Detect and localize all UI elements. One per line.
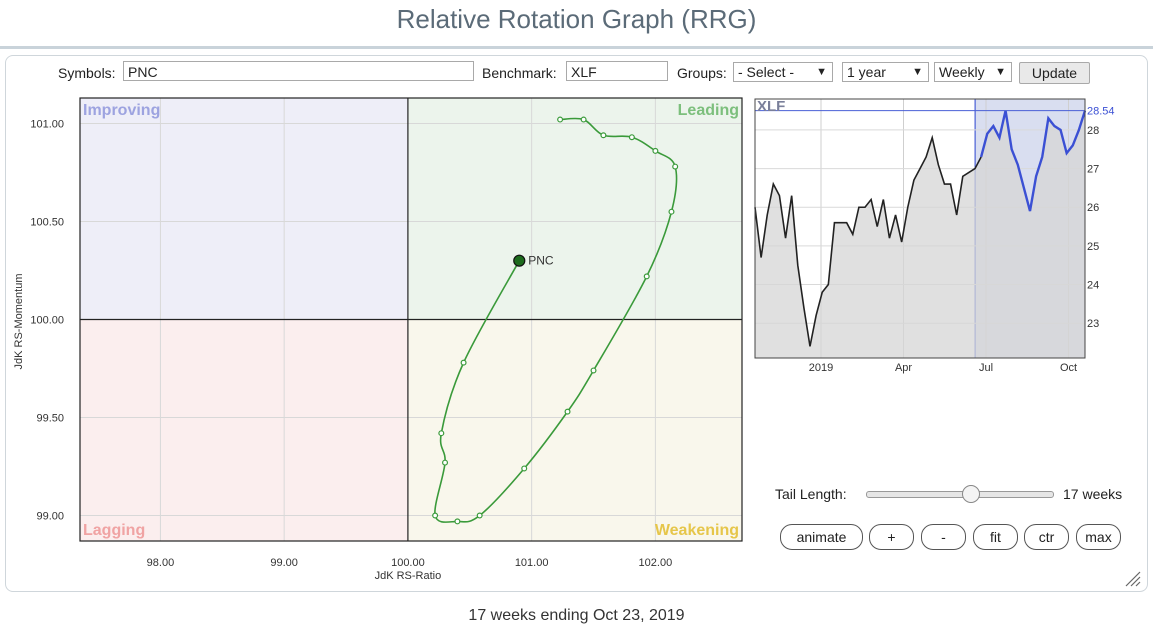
symbols-input[interactable]: PNC (123, 61, 474, 81)
lagging-quadrant (80, 319, 408, 541)
y-tick-label: 101.00 (30, 118, 64, 130)
pnc-series-label: PNC (528, 254, 554, 268)
y-tick-label: 100.50 (30, 216, 64, 228)
x-axis-label: JdK RS-Ratio (375, 570, 442, 582)
pnc-tail-point[interactable] (460, 359, 467, 366)
tail-length-slider[interactable] (866, 491, 1054, 498)
pnc-tail-point[interactable] (668, 208, 675, 215)
x-tick-label: 98.00 (147, 557, 175, 569)
mini-x-tick-label: Jul (979, 362, 993, 374)
pnc-tail-point[interactable] (454, 518, 461, 525)
plot-frame (79, 97, 743, 542)
mini-y-tick-label: 28 (1087, 125, 1099, 137)
chevron-down-icon: ▼ (995, 66, 1006, 78)
period-select[interactable]: 1 year ▼ (842, 62, 929, 82)
lagging-label: Lagging (83, 522, 145, 539)
pnc-tail-point[interactable] (600, 132, 607, 139)
pnc-tail-point[interactable] (643, 273, 650, 280)
pnc-tail-point[interactable] (628, 134, 635, 141)
benchmark-symbol-label: XLF (757, 98, 785, 115)
pnc-tail-point[interactable] (557, 116, 564, 123)
period-select-value: 1 year (847, 64, 886, 80)
pnc-tail-point[interactable] (590, 367, 597, 374)
update-button[interactable]: Update (1019, 62, 1090, 84)
resize-handle-icon[interactable] (1124, 570, 1142, 588)
tail-length-label: Tail Length: (775, 486, 847, 502)
mini-y-tick-label: 25 (1087, 241, 1099, 253)
page-title: Relative Rotation Graph (RRG) (396, 4, 757, 34)
mini-y-tick-label: 26 (1087, 202, 1099, 214)
pnc-tail-point[interactable] (476, 512, 483, 519)
groups-label: Groups: (677, 65, 727, 81)
leading-label: Leading (678, 102, 739, 119)
groups-select-value: - Select - (738, 64, 795, 80)
fit-button[interactable]: fit (973, 524, 1018, 550)
pnc-tail-point[interactable] (580, 116, 587, 123)
zoom-out-button[interactable]: - (921, 524, 966, 550)
pnc-tail-point[interactable] (438, 430, 445, 437)
chevron-down-icon: ▼ (912, 66, 923, 78)
pnc-head-point[interactable] (513, 254, 526, 267)
y-tick-label: 99.00 (36, 511, 64, 523)
tail-length-slider-handle[interactable] (962, 485, 981, 503)
benchmark-label: Benchmark: (482, 65, 557, 81)
x-tick-label: 102.00 (639, 557, 673, 569)
price-line-tail-window (979, 110, 1087, 212)
pnc-tail-point[interactable] (564, 408, 571, 415)
mini-y-tick-label: 23 (1087, 318, 1099, 330)
mini-x-tick-label: Oct (1060, 362, 1077, 374)
tail-length-value: 17 weeks (1063, 486, 1123, 502)
mini-y-tick-label: 24 (1087, 280, 1099, 292)
pnc-tail-point[interactable] (442, 459, 449, 466)
last-value-label: 28.54 (1087, 106, 1115, 118)
pnc-tail-point[interactable] (672, 163, 679, 170)
y-axis-label: JdK RS-Momentum (13, 274, 25, 370)
x-tick-label: 101.00 (515, 557, 549, 569)
mini-y-tick-label: 27 (1087, 164, 1099, 176)
period-caption: 17 weeks ending Oct 23, 2019 (468, 607, 685, 624)
mini-x-tick-label: 2019 (809, 362, 833, 374)
title-divider (0, 46, 1153, 49)
mini-x-tick-label: Apr (895, 362, 912, 374)
price-area (755, 110, 1085, 358)
x-tick-label: 100.00 (391, 557, 425, 569)
weakening-label: Weakening (655, 522, 739, 539)
groups-select[interactable]: - Select - ▼ (733, 62, 833, 82)
y-tick-label: 100.00 (30, 315, 64, 327)
frequency-select[interactable]: Weekly ▼ (934, 62, 1012, 82)
chevron-down-icon: ▼ (816, 66, 827, 78)
improving-quadrant (80, 98, 408, 320)
mini-chart-frame (754, 98, 1086, 359)
frequency-select-value: Weekly (939, 64, 985, 80)
improving-label: Improving (83, 102, 160, 119)
pnc-tail-point[interactable] (652, 147, 659, 154)
price-line-history (754, 134, 982, 347)
zoom-in-button[interactable]: + (869, 524, 914, 550)
max-button[interactable]: max (1076, 524, 1121, 550)
pnc-tail-point[interactable] (432, 512, 439, 519)
y-tick-label: 99.50 (36, 413, 64, 425)
weakening-quadrant (407, 319, 742, 541)
center-button[interactable]: ctr (1024, 524, 1069, 550)
x-tick-label: 99.00 (270, 557, 298, 569)
benchmark-input[interactable]: XLF (566, 61, 668, 81)
symbols-label: Symbols: (58, 65, 116, 81)
pnc-tail-point[interactable] (521, 465, 528, 472)
animate-button[interactable]: animate (780, 524, 863, 550)
leading-quadrant (407, 98, 742, 320)
